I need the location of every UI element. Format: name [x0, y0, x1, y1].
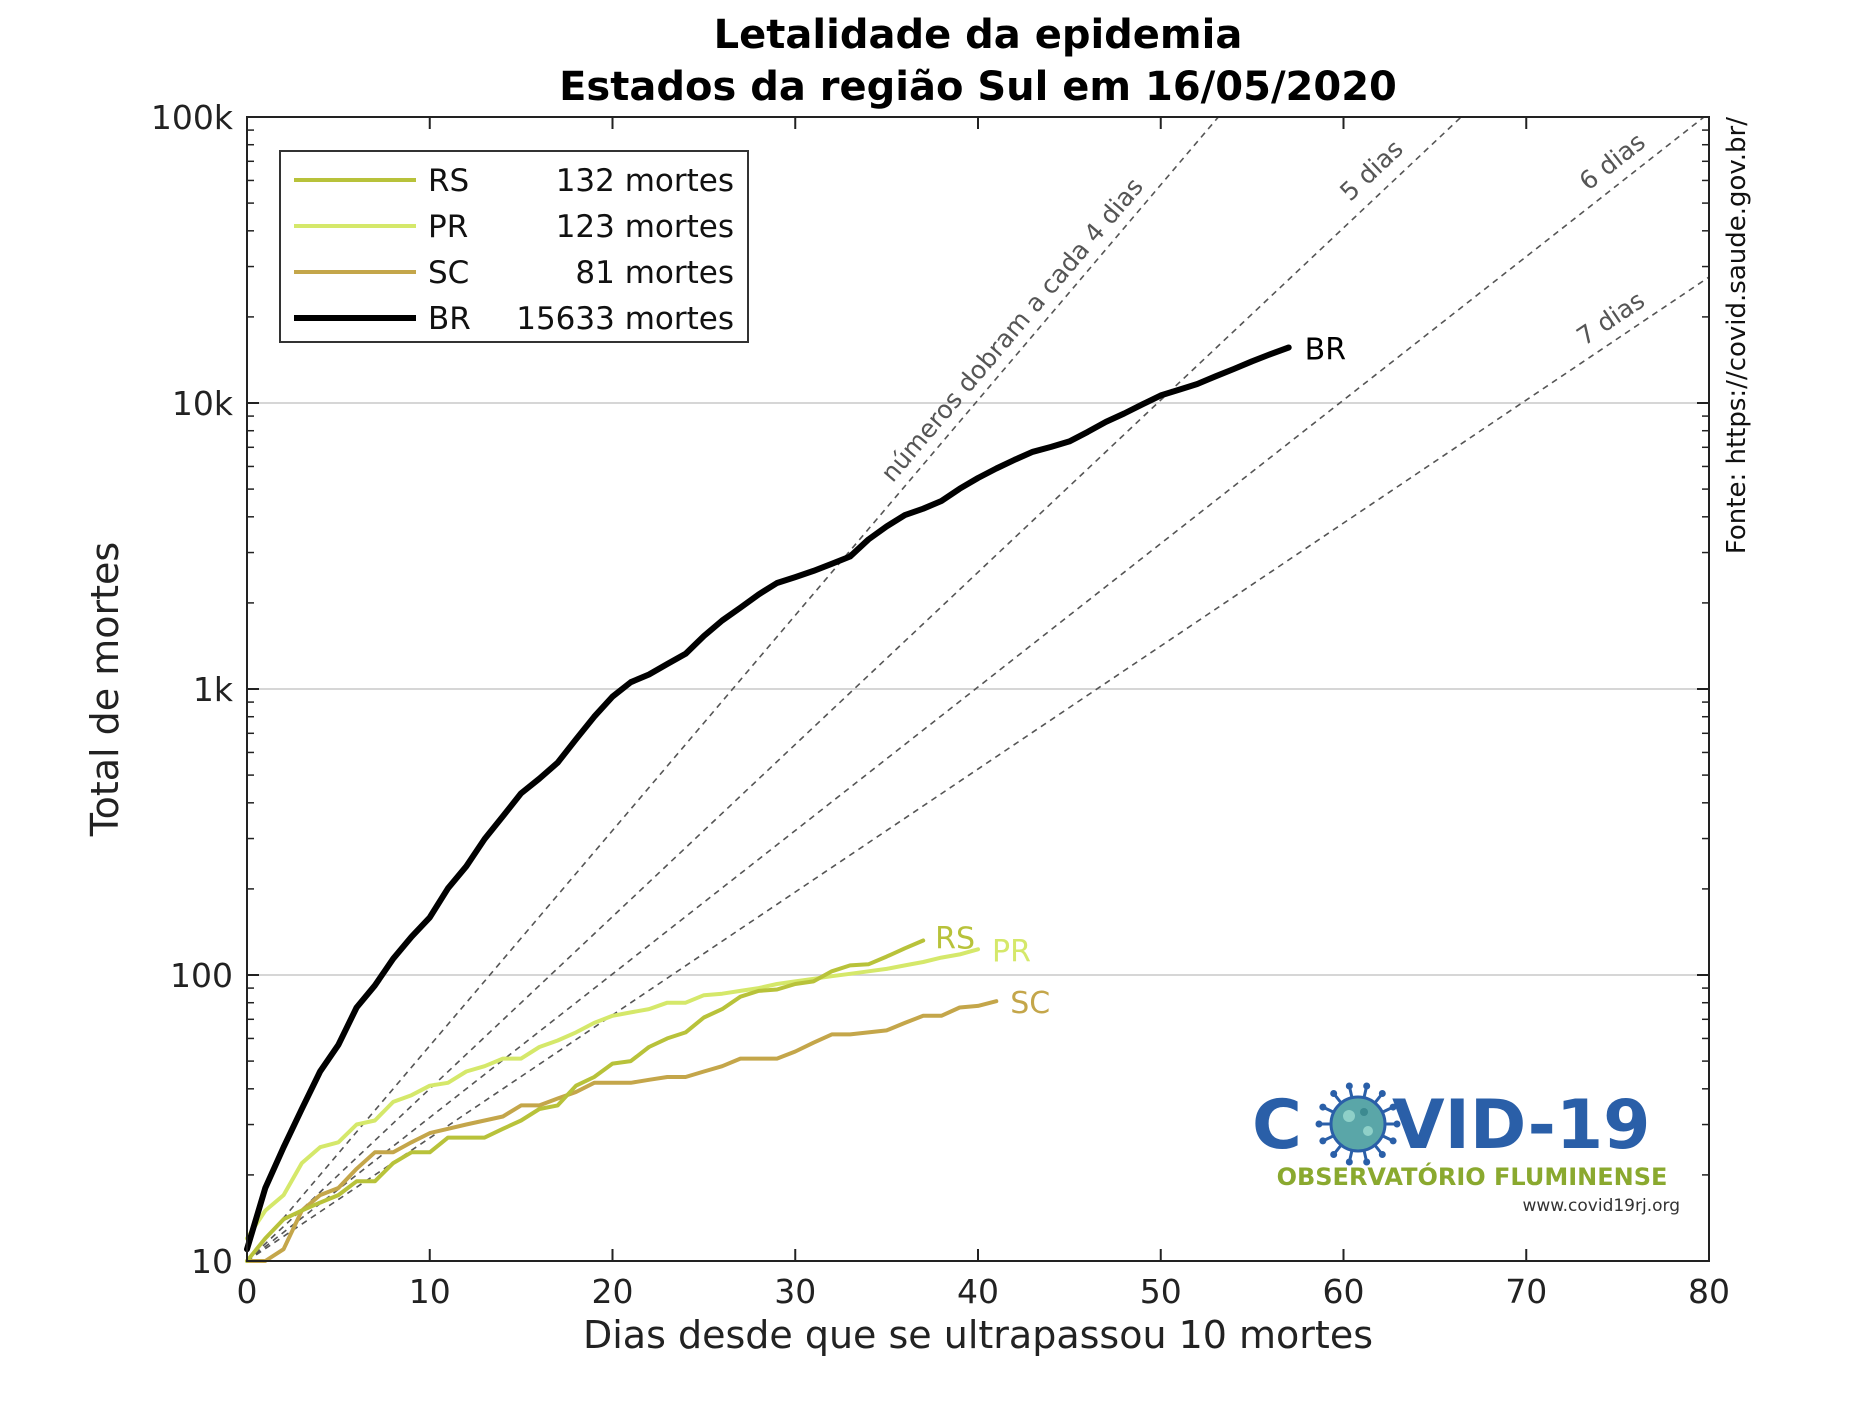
virus-spike-tip	[1330, 1090, 1338, 1098]
series-end-labels: RS PR SC BR	[935, 333, 1346, 1022]
virus-spike-tip	[1315, 1120, 1323, 1128]
y-tick-label-2: 1k	[193, 670, 234, 709]
legend: RS 132 mortes PR 123 mortes SC 81 mortes BR 156…	[279, 150, 749, 343]
reference-line-5-days	[246, 116, 1462, 1262]
legend-name-rs: RS	[428, 163, 469, 199]
series-end-label-br: BR	[1305, 333, 1346, 368]
logo-title-rest: VID-19	[1392, 1086, 1651, 1165]
virus-spike-tip	[1319, 1103, 1327, 1111]
chart-title-line-2: Estados da região Sul em 16/05/2020	[559, 64, 1397, 110]
reference-line-label-6-days: 6 dias	[1574, 127, 1651, 196]
virus-spike-tip	[1389, 1137, 1397, 1145]
x-tick-label-4: 40	[957, 1272, 999, 1311]
series-lines	[244, 344, 1292, 1263]
virus-spot	[1360, 1108, 1368, 1116]
series-line-pr	[245, 947, 980, 1241]
virus-body	[1329, 1095, 1387, 1153]
legend-name-br: BR	[428, 301, 471, 337]
virus-spike-tip	[1345, 1082, 1353, 1090]
virus-spike-tip	[1378, 1090, 1386, 1098]
y-axis-label: Total de mortes	[83, 542, 127, 837]
virus-spike-tip	[1363, 1082, 1371, 1090]
legend-name-sc: SC	[428, 255, 469, 291]
series-end-label-sc: SC	[1010, 986, 1050, 1021]
legend-name-pr: PR	[428, 209, 468, 245]
logo-subtitle: OBSERVATÓRIO FLUMINENSE	[1277, 1161, 1668, 1191]
legend-value-sc: 81 mortes	[575, 255, 734, 291]
virus-spike-tip	[1345, 1158, 1353, 1166]
virus-icon	[1315, 1082, 1401, 1166]
series-end-label-rs: RS	[935, 922, 975, 957]
logo-title-c: C	[1252, 1086, 1302, 1165]
virus-spike-tip	[1393, 1120, 1401, 1128]
reference-line-label-7-days: 7 dias	[1571, 285, 1649, 351]
virus-spot	[1343, 1110, 1355, 1122]
series-line-br	[244, 344, 1292, 1253]
covid19-logo: C VID-19 OBSERVATÓRIO FLUMINENSE www.cov…	[1252, 1082, 1680, 1216]
logo-url: www.covid19rj.org	[1522, 1196, 1680, 1216]
reference-line-7-days	[246, 276, 1710, 1262]
virus-spike-tip	[1378, 1150, 1386, 1158]
y-tick-label-4: 100k	[151, 98, 234, 137]
x-axis-label: Dias desde que se ultrapassou 10 mortes	[583, 1313, 1373, 1357]
reference-line-label-5-days: 5 dias	[1334, 134, 1408, 207]
gridlines	[247, 402, 1709, 976]
x-tick-label-8: 80	[1688, 1272, 1730, 1311]
x-tick-label-6: 60	[1323, 1272, 1365, 1311]
legend-value-pr: 123 mortes	[556, 209, 734, 245]
source-note: Fonte: https://covid.saude.gov.br/	[1722, 117, 1752, 554]
virus-spike-tip	[1330, 1150, 1338, 1158]
x-tick-label-5: 50	[1140, 1272, 1182, 1311]
y-tick-label-0: 10	[191, 1242, 233, 1281]
virus-spike-tip	[1363, 1158, 1371, 1166]
x-tick-label-1: 10	[409, 1272, 451, 1311]
y-tick-label-3: 10k	[172, 384, 234, 423]
legend-box	[279, 150, 749, 343]
reference-line-6-days	[246, 116, 1705, 1262]
virus-spike-tip	[1319, 1137, 1327, 1145]
virus-spot	[1363, 1126, 1373, 1136]
chart-title-line-1: Letalidade da epidemia	[714, 12, 1243, 58]
x-tick-label-7: 70	[1505, 1272, 1547, 1311]
reference-line-label-4-days: números dobram a cada 4 dias	[875, 172, 1149, 487]
legend-value-rs: 132 mortes	[556, 163, 734, 199]
x-tick-label-3: 30	[774, 1272, 816, 1311]
reference-line-4-days	[246, 116, 1219, 1262]
y-tick-label-1: 100	[170, 956, 233, 995]
series-line-rs	[245, 938, 926, 1263]
x-tick-label-2: 20	[592, 1272, 634, 1311]
legend-value-br: 15633 mortes	[516, 301, 734, 337]
series-line-sc	[245, 999, 999, 1263]
virus-spike-tip	[1389, 1103, 1397, 1111]
series-end-label-pr: PR	[992, 934, 1031, 969]
x-tick-label-0: 0	[237, 1272, 258, 1311]
